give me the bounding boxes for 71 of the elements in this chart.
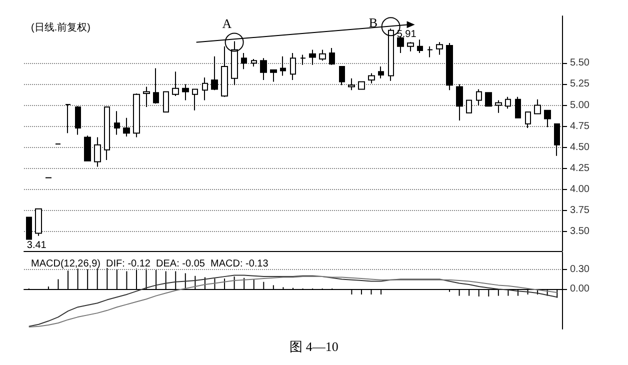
candlestick [270,69,277,82]
y-tick-label: 4.00 [570,184,590,196]
candlestick [436,42,443,56]
candlestick [485,92,492,107]
candlestick [446,42,453,91]
candlestick [309,49,316,66]
candlestick [35,208,42,236]
y-tick-label: 0.30 [570,264,590,275]
candlestick [75,106,81,136]
y-tick-label: 4.25 [570,162,590,174]
candlestick [280,56,286,76]
candlestick [192,88,198,111]
y-tick-label: 5.50 [570,58,590,69]
candlestick [358,81,365,90]
candlestick [388,28,394,82]
candlestick [534,98,541,114]
text: MACD(12,26,9) DIF: -0.12 DEA: -0.05 MACD: -0.13 [31,258,269,270]
y-tick-label: 0.00 [570,284,590,295]
candlestick [84,135,91,162]
candlestick [143,86,150,108]
candlestick [407,42,414,52]
candlestick [505,96,511,110]
candlestick [515,96,521,118]
candlestick [417,39,423,54]
annotation: 3.41 [26,240,46,252]
y-tick-label: 4.50 [570,142,590,153]
text: (日线.前复权) [31,22,90,34]
candlestick [163,91,169,113]
candlestick [329,48,335,66]
candlestick [104,106,110,161]
candlestick [211,56,218,91]
candlestick [182,84,189,101]
candlestick [476,88,482,106]
candlestick [525,112,531,129]
candlestick [221,46,228,98]
annotation: A [222,16,232,32]
candlestick [94,136,101,168]
candlestick [172,71,179,97]
candlestick [241,52,247,70]
candlestick [339,66,345,86]
candlestick [26,216,32,240]
candlestick [300,54,306,66]
candlestick [348,78,355,91]
candlestick [544,110,551,128]
candlestick [397,36,404,54]
candlestick [133,92,140,138]
candlestick [65,104,71,134]
candlestick [290,52,296,81]
candlestick [554,123,560,156]
y-tick-label: 5.25 [570,78,590,90]
candlestick [123,117,130,137]
annotation: B [368,14,378,30]
candlestick [427,46,433,58]
y-tick-label: 3.75 [570,205,590,216]
y-tick-label: 4.75 [570,120,590,132]
candlestick [153,68,159,104]
candlestick [114,110,120,136]
candlestick [260,58,267,81]
candlestick [202,76,208,101]
candlestick [231,40,238,86]
candlestick [466,100,472,114]
candlestick [378,66,384,79]
candlestick [456,84,463,121]
y-tick-label: 3.50 [570,226,590,238]
candlestick [368,72,375,84]
candlestick [319,49,326,62]
annotation: 5.91 [396,28,416,40]
candlestick [495,100,502,114]
candlestick [251,58,257,68]
y-tick-label: 5.00 [570,100,590,111]
caption: 图 4—10 [290,339,338,354]
